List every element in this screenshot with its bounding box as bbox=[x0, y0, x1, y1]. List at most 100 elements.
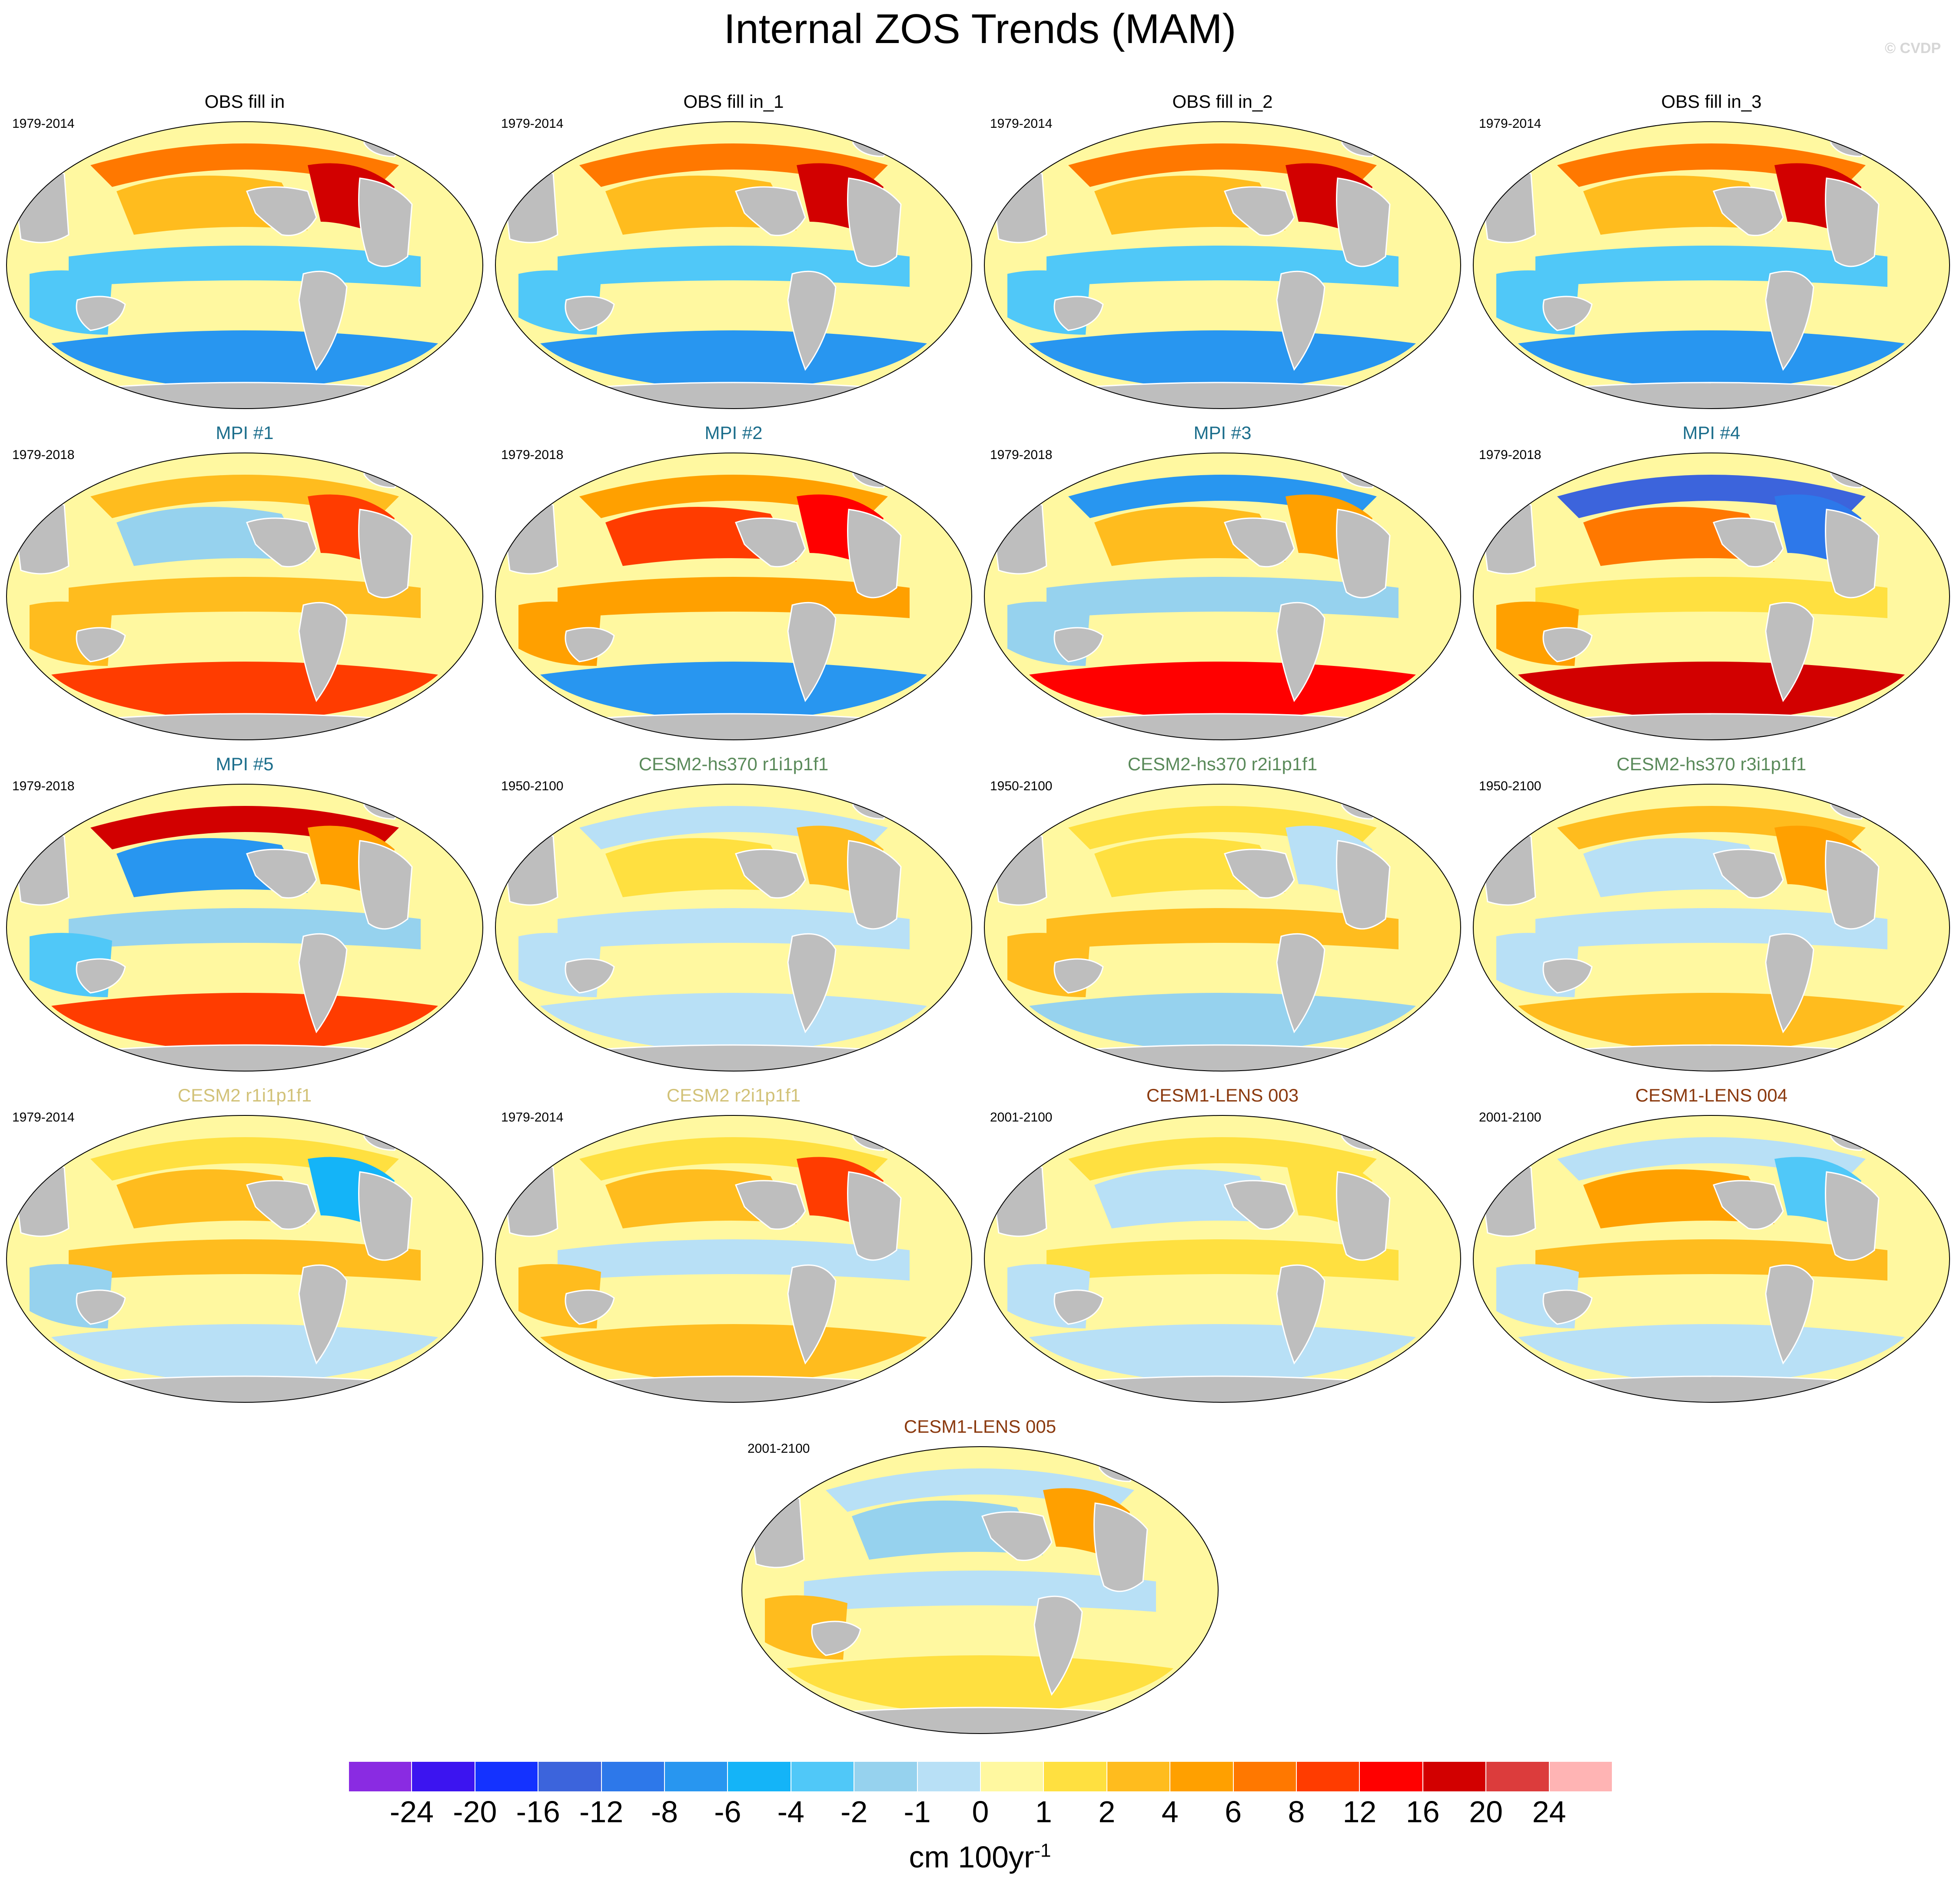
colorbar-tick-label: -2 bbox=[840, 1795, 868, 1829]
panel-title: OBS fill in_3 bbox=[1661, 91, 1762, 112]
trend-region-arctic bbox=[90, 1137, 399, 1181]
map-projection bbox=[1473, 453, 1950, 740]
panel-years: 1979-2014 bbox=[990, 116, 1053, 131]
map-outline bbox=[1473, 121, 1950, 409]
landmass bbox=[1276, 270, 1325, 371]
map-panel: MPI #2 1979-2018 bbox=[492, 423, 975, 744]
landmass bbox=[298, 933, 348, 1034]
figure-title: Internal ZOS Trends (MAM) bbox=[724, 6, 1236, 52]
colorbar-swatch bbox=[664, 1761, 728, 1792]
panel-years: 2001-2100 bbox=[747, 1441, 810, 1456]
trend-region-arctic bbox=[1068, 1137, 1377, 1181]
trend-region-arctic bbox=[1557, 475, 1866, 518]
map-panel: MPI #1 1979-2018 bbox=[3, 423, 486, 744]
map-projection bbox=[6, 784, 483, 1072]
trend-region-southern bbox=[1518, 1324, 1905, 1385]
map-outline bbox=[495, 121, 972, 409]
landmass bbox=[1093, 1502, 1148, 1592]
colorbar-tick-label: -24 bbox=[389, 1795, 434, 1829]
map-panel: CESM2-hs370 r2i1p1f1 1950-2100 bbox=[981, 754, 1464, 1075]
landmass bbox=[358, 840, 413, 930]
trend-region-southern bbox=[787, 1655, 1173, 1716]
landmass bbox=[847, 177, 902, 267]
panel-years: 1979-2014 bbox=[501, 1110, 564, 1125]
landmass bbox=[787, 1264, 837, 1365]
trend-region-southern bbox=[1029, 1324, 1416, 1385]
trend-region-arctic bbox=[90, 143, 399, 187]
landmass bbox=[1542, 296, 1593, 331]
trend-region-arctic bbox=[1068, 806, 1377, 849]
colorbar-swatch bbox=[728, 1761, 791, 1792]
colorbar-swatch bbox=[917, 1761, 980, 1792]
landmass bbox=[1224, 849, 1295, 899]
map-projection bbox=[1473, 784, 1950, 1072]
map-panel: OBS fill in_1 1979-2014 bbox=[492, 91, 975, 413]
trend-region-southern bbox=[1518, 662, 1905, 722]
map-projection bbox=[6, 1115, 483, 1403]
landmass bbox=[1276, 933, 1325, 1034]
landmass bbox=[981, 1511, 1053, 1561]
panel-title: CESM1-LENS 005 bbox=[904, 1416, 1056, 1437]
landmass bbox=[989, 165, 1047, 243]
landmass bbox=[298, 1264, 348, 1365]
panel-title: CESM2 r2i1p1f1 bbox=[666, 1085, 801, 1105]
landmass bbox=[1478, 1159, 1536, 1237]
landmass bbox=[1542, 627, 1593, 662]
panel-years: 1979-2018 bbox=[12, 779, 75, 793]
landmass bbox=[500, 828, 558, 906]
panel-title: CESM1-LENS 003 bbox=[1146, 1085, 1299, 1105]
map-panel: MPI #4 1979-2018 bbox=[1470, 423, 1953, 744]
landmass bbox=[1276, 1264, 1325, 1365]
map-panel: OBS fill in_3 1979-2014 bbox=[1470, 91, 1953, 413]
map-projection bbox=[495, 453, 972, 740]
trend-region-southern bbox=[540, 1324, 927, 1385]
map-outline bbox=[6, 121, 483, 409]
landmass bbox=[787, 270, 837, 371]
colorbar-tick-label: 8 bbox=[1288, 1795, 1305, 1829]
landmass bbox=[11, 1159, 70, 1237]
panel-title: MPI #1 bbox=[216, 423, 274, 443]
panel-years: 1979-2014 bbox=[12, 116, 75, 131]
trend-region-southern bbox=[51, 1324, 438, 1385]
landmass bbox=[847, 840, 902, 930]
trend-region-southern bbox=[51, 330, 438, 391]
landmass bbox=[1765, 270, 1814, 371]
landmass bbox=[76, 1289, 126, 1325]
panel-years: 1979-2018 bbox=[990, 448, 1053, 462]
colorbar-swatch bbox=[980, 1761, 1044, 1792]
colorbar-tick-label: -8 bbox=[651, 1795, 678, 1829]
landmass bbox=[565, 1289, 615, 1325]
panel-title: MPI #2 bbox=[704, 423, 763, 443]
panel-years: 1979-2014 bbox=[12, 1110, 75, 1125]
landmass bbox=[1478, 165, 1536, 243]
landmass bbox=[246, 186, 317, 236]
colorbar-swatch bbox=[1106, 1761, 1170, 1792]
landmass bbox=[565, 958, 615, 994]
landmass bbox=[735, 849, 806, 899]
landmass bbox=[735, 1180, 806, 1230]
map-panel: CESM1-LENS 005 2001-2100 bbox=[739, 1416, 1221, 1738]
trend-region-arctic bbox=[1068, 143, 1377, 187]
panel-title: CESM2-hs370 r3i1p1f1 bbox=[1616, 754, 1807, 774]
panel-years: 1979-2014 bbox=[501, 116, 564, 131]
trend-region-southern bbox=[540, 662, 927, 722]
colorbar bbox=[349, 1761, 1612, 1792]
landmass bbox=[989, 828, 1047, 906]
landmass bbox=[246, 517, 317, 568]
landmass bbox=[1224, 1180, 1295, 1230]
landmass bbox=[500, 1159, 558, 1237]
panel-title: CESM1-LENS 004 bbox=[1635, 1085, 1788, 1105]
landmass bbox=[246, 1180, 317, 1230]
landmass bbox=[1336, 840, 1391, 930]
landmass bbox=[1336, 177, 1391, 267]
colorbar-swatch bbox=[1170, 1761, 1233, 1792]
landmass bbox=[1765, 1264, 1814, 1365]
landmass bbox=[747, 1490, 805, 1568]
map-outline bbox=[1473, 1115, 1950, 1403]
landmass bbox=[298, 270, 348, 371]
panel-years: 1950-2100 bbox=[990, 779, 1053, 793]
landmass bbox=[358, 177, 413, 267]
map-panel: CESM2-hs370 r1i1p1f1 1950-2100 bbox=[492, 754, 975, 1075]
map-outline bbox=[6, 1115, 483, 1403]
map-panel: CESM2 r1i1p1f1 1979-2014 bbox=[3, 1085, 486, 1407]
